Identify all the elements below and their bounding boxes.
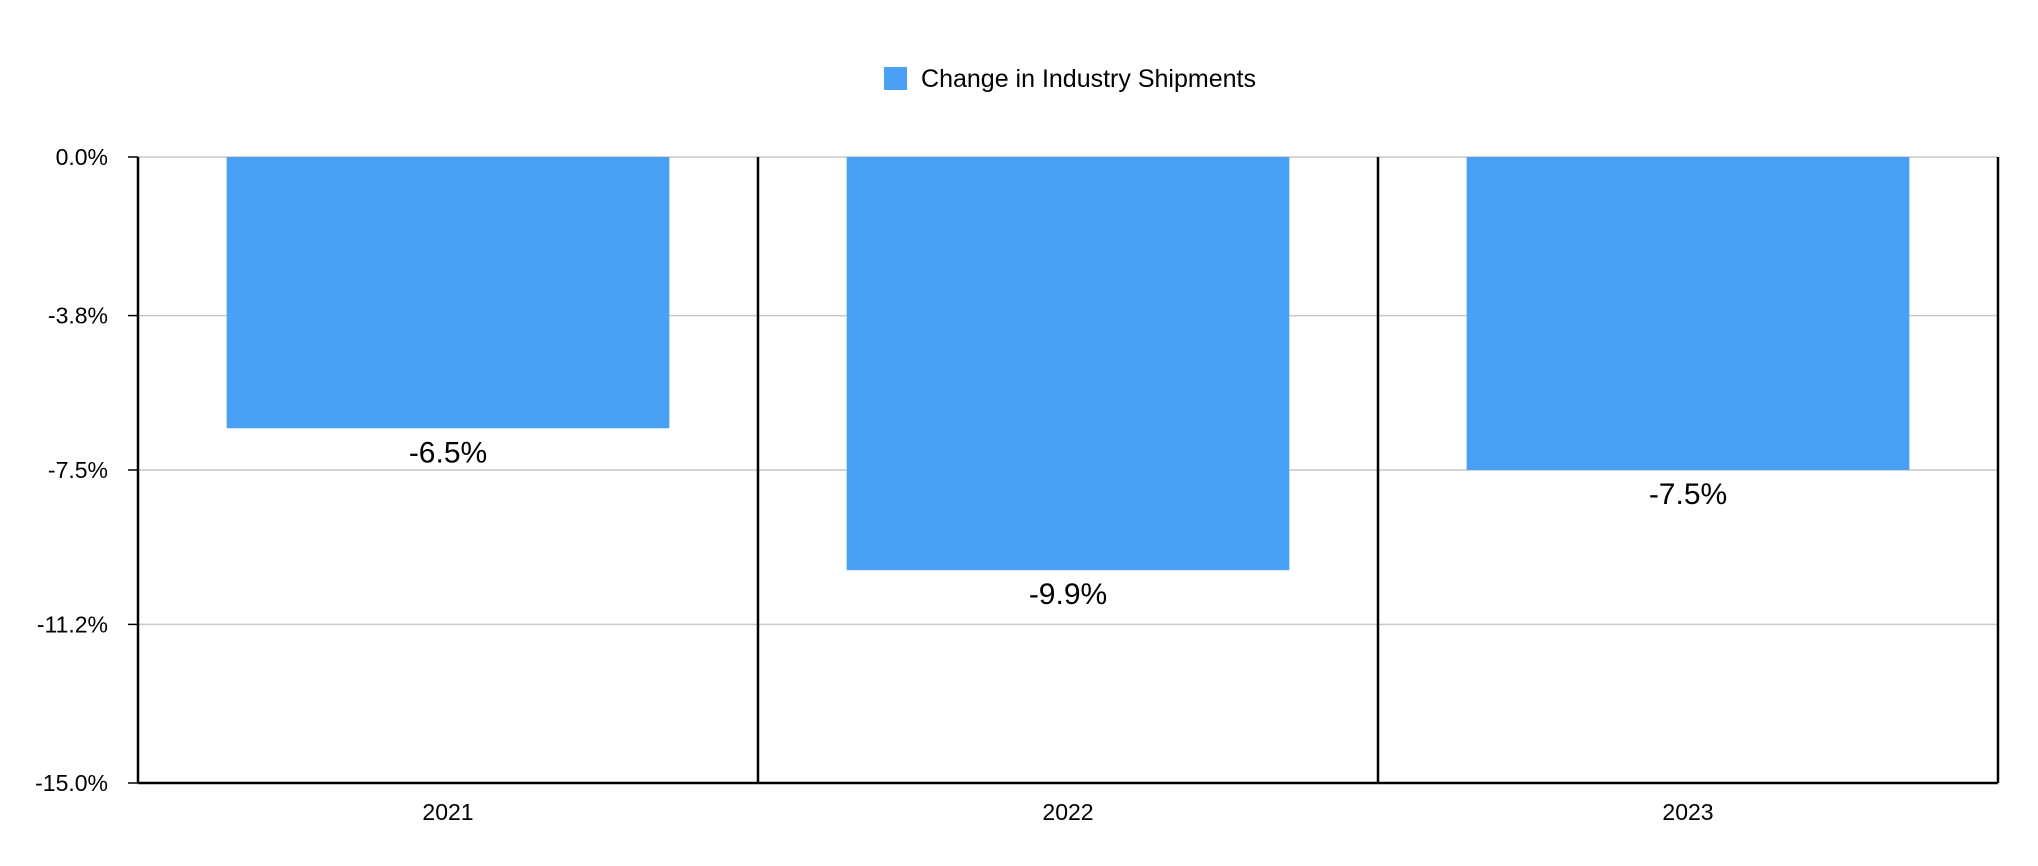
y-tick-label: -7.5% <box>48 457 108 483</box>
bar-2021 <box>226 157 670 429</box>
data-label-2022: -9.9% <box>1029 578 1107 611</box>
bar-2023 <box>1466 157 1910 470</box>
axes <box>128 156 2000 785</box>
x-tick-label-2023: 2023 <box>1662 799 1713 825</box>
labels: 0.0% -3.8% -7.5% -11.2% -15.0% -6.5% 2021 -9.9%… <box>35 144 1727 825</box>
y-tick-label: -11.2% <box>37 611 108 637</box>
legend-swatch <box>884 67 908 90</box>
y-tick-label: -3.8% <box>48 303 108 329</box>
y-tick-label: -15.0% <box>35 770 108 796</box>
y-tick-label: 0.0% <box>56 144 108 170</box>
data-label-2023: -7.5% <box>1649 478 1727 511</box>
bar-2022 <box>846 157 1290 571</box>
legend-label: Change in Industry Shipments <box>921 65 1256 93</box>
data-label-2021: -6.5% <box>409 436 487 469</box>
x-tick-label-2021: 2021 <box>422 799 473 825</box>
bars <box>226 157 1910 571</box>
legend: Change in Industry Shipments <box>884 65 1256 93</box>
x-tick-label-2022: 2022 <box>1042 799 1093 825</box>
